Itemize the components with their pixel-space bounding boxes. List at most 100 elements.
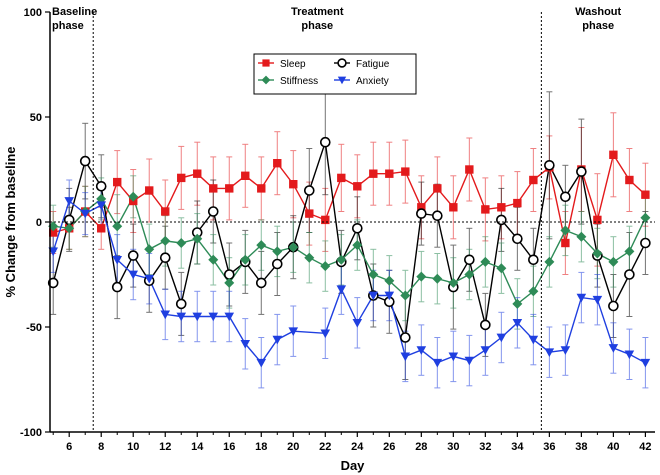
point-stiffness <box>624 246 635 257</box>
point-anxiety <box>80 209 91 219</box>
point-sleep <box>97 224 106 233</box>
point-anxiety <box>176 312 187 322</box>
point-anxiety <box>256 358 267 368</box>
point-fatigue <box>432 210 443 221</box>
phase-label-line1: Washout <box>575 6 621 18</box>
point-sleep <box>177 173 186 183</box>
point-anxiety <box>96 201 107 210</box>
legend-label-fatigue: Fatigue <box>356 59 390 70</box>
x-tick-label: 10 <box>127 441 139 453</box>
point-stiffness <box>224 277 235 288</box>
error-bars <box>50 89 649 389</box>
x-axis-label: Day <box>341 458 366 473</box>
point-stiffness <box>448 277 459 288</box>
point-fatigue <box>640 237 651 249</box>
point-stiffness <box>336 254 347 265</box>
point-anxiety <box>496 333 507 343</box>
point-fatigue <box>223 269 235 280</box>
point-sleep <box>465 165 474 174</box>
x-tick-label: 26 <box>383 441 395 453</box>
point-sleep <box>161 207 170 216</box>
phase-label-line2: phase <box>582 20 614 32</box>
point-sleep <box>433 184 442 193</box>
point-anxiety <box>320 329 331 339</box>
point-sleep <box>113 177 122 187</box>
point-anxiety <box>576 293 587 303</box>
point-sleep <box>353 182 362 191</box>
point-fatigue <box>416 208 427 219</box>
point-stiffness <box>592 248 603 259</box>
point-fatigue <box>608 300 619 312</box>
point-fatigue <box>400 332 411 343</box>
series-line-stiffness <box>53 194 647 306</box>
point-sleep <box>593 215 602 225</box>
point-fatigue <box>47 277 59 289</box>
point-anxiety <box>224 312 235 322</box>
phase-label-line2: phase <box>52 20 84 32</box>
point-sleep <box>321 215 330 225</box>
phase-label-line1: Treatment <box>291 6 344 18</box>
point-stiffness <box>560 225 571 236</box>
point-sleep <box>529 175 538 185</box>
legend-label-anxiety: Anxiety <box>356 76 389 87</box>
point-stiffness <box>512 298 523 309</box>
point-stiffness <box>64 223 75 234</box>
point-stiffness <box>160 235 171 246</box>
point-stiffness <box>112 221 123 232</box>
y-axis-label: % Change from baseline <box>3 147 18 298</box>
phase-label-line1: Baseline <box>52 6 97 18</box>
point-sleep <box>193 169 202 178</box>
point-stiffness <box>304 252 315 263</box>
point-anxiety <box>112 255 123 265</box>
series-line-sleep <box>53 153 646 244</box>
x-tick-label: 24 <box>351 441 364 453</box>
series-line-fatigue <box>52 141 647 341</box>
point-sleep <box>625 175 634 185</box>
point-stiffness <box>368 269 379 280</box>
point-fatigue <box>207 206 219 217</box>
point-stiffness <box>464 269 475 280</box>
point-anxiety <box>384 291 395 301</box>
y-tick-label: 100 <box>24 7 42 19</box>
axes: -100 -50 0 50 100 6 8 10 12 14 16 18 20 22 24 26 28 30 32 3… <box>3 6 655 473</box>
series-markers <box>47 136 651 368</box>
x-tick-label: 6 <box>66 441 72 453</box>
point-anxiety <box>208 312 219 322</box>
legend-marker-sleep <box>262 59 270 67</box>
point-sleep <box>385 169 394 178</box>
point-fatigue <box>544 160 555 171</box>
point-sleep <box>609 150 618 159</box>
point-anxiety <box>592 295 603 305</box>
x-tick-label: 36 <box>543 441 555 453</box>
phase-label-line2: phase <box>301 20 333 32</box>
x-tick-label: 28 <box>415 441 427 453</box>
point-anxiety <box>144 274 155 284</box>
point-stiffness <box>544 256 555 267</box>
point-stiffness <box>576 231 587 242</box>
x-tick-label: 32 <box>479 441 491 453</box>
point-anxiety <box>48 247 59 257</box>
point-stiffness <box>608 256 619 267</box>
point-fatigue <box>159 252 171 264</box>
point-stiffness <box>496 263 507 274</box>
x-tick-label: 38 <box>575 441 587 453</box>
point-anxiety <box>528 335 539 345</box>
point-sleep <box>641 190 650 199</box>
point-anxiety <box>416 346 427 355</box>
point-stiffness <box>192 233 203 244</box>
point-sleep <box>241 171 250 180</box>
legend-marker-stiffness <box>261 75 271 85</box>
x-tick-label: 8 <box>98 441 104 453</box>
point-fatigue <box>464 254 475 266</box>
point-stiffness <box>320 261 331 272</box>
x-tick-label: 34 <box>511 441 524 453</box>
x-tick-label: 16 <box>223 441 235 453</box>
point-anxiety <box>64 197 75 206</box>
point-stiffness <box>416 271 427 282</box>
point-sleep <box>273 159 282 168</box>
point-stiffness <box>176 238 187 248</box>
point-anxiety <box>512 318 523 328</box>
x-tick-label: 20 <box>287 441 299 453</box>
point-fatigue <box>111 281 123 293</box>
point-sleep <box>209 184 218 193</box>
